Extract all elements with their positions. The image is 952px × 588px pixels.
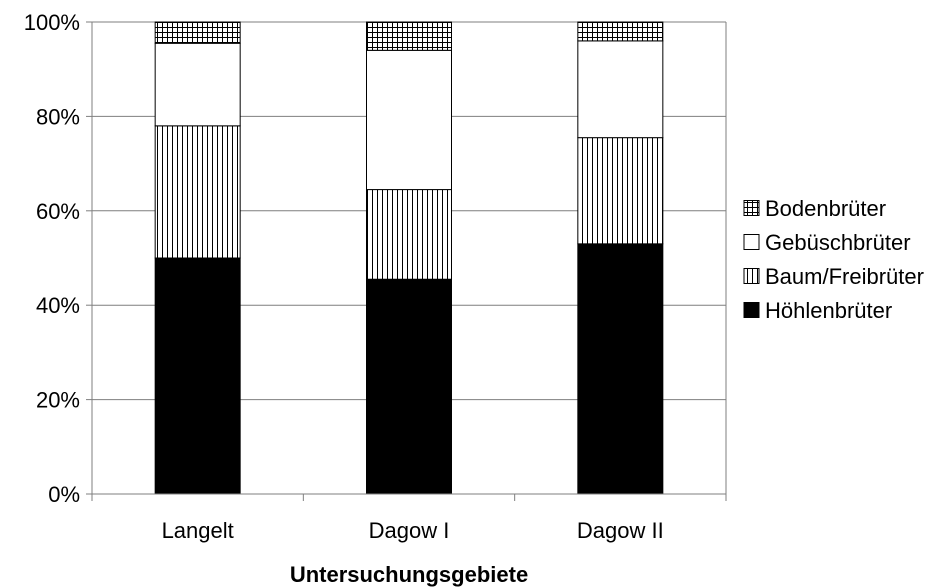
legend: Bodenbrüter Gebüschbrüter Baum/Freibrüter H…	[743, 196, 924, 323]
legend-label: Bodenbrüter	[765, 196, 886, 221]
x-tick-label: Langelt	[162, 518, 234, 543]
x-tick-labels: Langelt Dagow I Dagow II	[162, 518, 664, 543]
bar-segment	[577, 243, 664, 495]
y-tick-label: 0%	[48, 482, 80, 507]
x-tick-label: Dagow I	[369, 518, 450, 543]
y-tick-label: 80%	[36, 104, 80, 129]
legend-swatch	[743, 200, 760, 216]
x-tick-label: Dagow II	[577, 518, 664, 543]
bar-segment	[577, 40, 664, 139]
legend-swatch	[743, 268, 760, 284]
bar-segment	[154, 257, 241, 495]
bar-segment	[366, 278, 452, 495]
legend-label: Baum/Freibrüter	[765, 264, 924, 289]
bar-segment	[154, 125, 241, 259]
y-tick-label: 40%	[36, 293, 80, 318]
bar-segment	[366, 21, 452, 51]
legend-label: Gebüschbrüter	[765, 230, 911, 255]
axes	[86, 21, 727, 501]
bar-segment	[366, 49, 452, 191]
y-tick-labels: 0% 20% 40% 60% 80% 100%	[24, 10, 80, 507]
bars	[154, 21, 664, 495]
y-tick-label: 60%	[36, 199, 80, 224]
legend-swatch	[743, 302, 760, 318]
legend-label: Höhlenbrüter	[765, 298, 892, 323]
bar-segment	[577, 137, 664, 245]
bar-segment	[577, 21, 664, 42]
bar-segment	[366, 189, 452, 280]
bar-segment	[154, 42, 241, 127]
bar-segment	[154, 21, 241, 44]
y-tick-label: 20%	[36, 388, 80, 413]
y-tick-label: 100%	[24, 10, 80, 35]
x-axis-title: Untersuchungsgebiete	[290, 562, 528, 587]
legend-swatch	[743, 234, 760, 250]
